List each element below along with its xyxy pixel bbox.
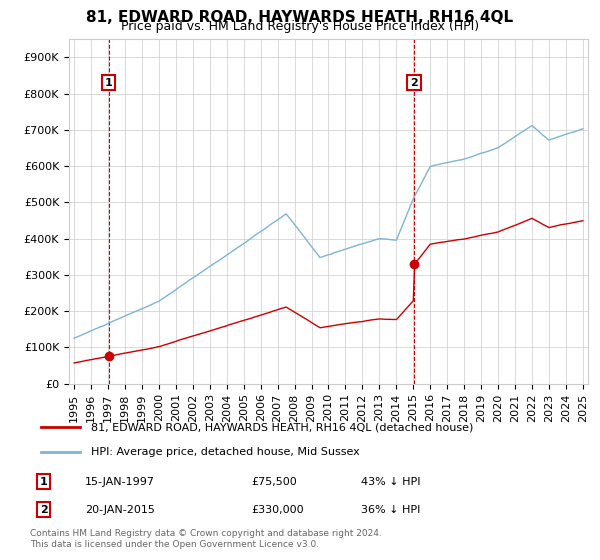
Text: 1: 1 bbox=[40, 477, 47, 487]
Text: £75,500: £75,500 bbox=[251, 477, 296, 487]
Text: 81, EDWARD ROAD, HAYWARDS HEATH, RH16 4QL (detached house): 81, EDWARD ROAD, HAYWARDS HEATH, RH16 4Q… bbox=[91, 422, 473, 432]
Text: 36% ↓ HPI: 36% ↓ HPI bbox=[361, 505, 421, 515]
Text: 1: 1 bbox=[105, 78, 113, 88]
Text: HPI: Average price, detached house, Mid Sussex: HPI: Average price, detached house, Mid … bbox=[91, 447, 359, 457]
Text: 2: 2 bbox=[40, 505, 47, 515]
Text: 20-JAN-2015: 20-JAN-2015 bbox=[85, 505, 155, 515]
Text: 43% ↓ HPI: 43% ↓ HPI bbox=[361, 477, 421, 487]
Text: Contains HM Land Registry data © Crown copyright and database right 2024.
This d: Contains HM Land Registry data © Crown c… bbox=[30, 529, 382, 549]
Text: 15-JAN-1997: 15-JAN-1997 bbox=[85, 477, 155, 487]
Text: 2: 2 bbox=[410, 78, 418, 88]
Text: Price paid vs. HM Land Registry's House Price Index (HPI): Price paid vs. HM Land Registry's House … bbox=[121, 20, 479, 33]
Text: 81, EDWARD ROAD, HAYWARDS HEATH, RH16 4QL: 81, EDWARD ROAD, HAYWARDS HEATH, RH16 4Q… bbox=[86, 10, 514, 25]
Text: £330,000: £330,000 bbox=[251, 505, 304, 515]
